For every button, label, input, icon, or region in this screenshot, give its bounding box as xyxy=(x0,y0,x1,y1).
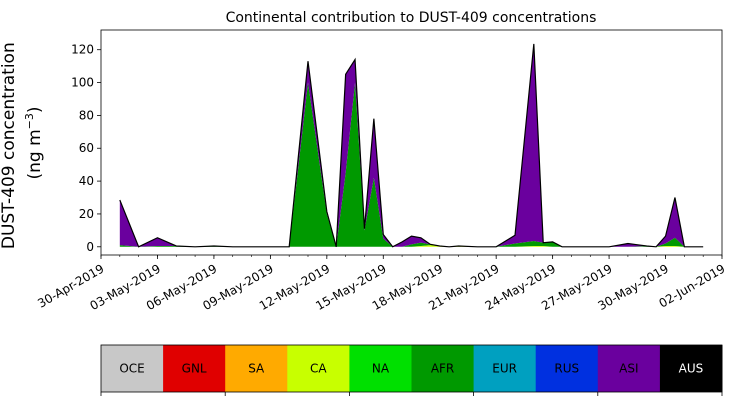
total-outline xyxy=(119,43,704,248)
y-axis-label: DUST-409 concentration (ng m−3) xyxy=(0,37,45,249)
legend-label: OCE xyxy=(119,362,144,376)
y-tick-label: 120 xyxy=(71,43,94,57)
chart-title: Continental contribution to DUST-409 con… xyxy=(226,10,597,26)
legend-swatch-na xyxy=(349,345,412,392)
legend-swatch-afr xyxy=(411,345,475,392)
y-axis-label-close: ) xyxy=(25,106,45,113)
y-axis-label-line2: (ng m xyxy=(25,129,45,179)
legend-frame xyxy=(100,344,723,393)
legend-swatch-ca xyxy=(287,345,350,392)
y-axis: 0 20 40 60 80 100 120 xyxy=(71,43,101,254)
legend-label: GNL xyxy=(182,362,207,376)
y-axis-label-line1: DUST-409 concentration xyxy=(0,42,19,249)
legend: OCE GNL SA CA NA AFR EUR RUS ASI AUS xyxy=(100,344,723,396)
legend-swatch-aus xyxy=(659,345,723,392)
y-tick-label: 0 xyxy=(86,240,94,254)
legend-label: EUR xyxy=(492,362,517,376)
legend-label: SA xyxy=(248,362,265,376)
legend-swatch-gnl xyxy=(163,345,226,392)
legend-label: ASI xyxy=(619,362,638,376)
legend-label: NA xyxy=(372,362,390,376)
legend-swatch-eur xyxy=(473,345,537,392)
legend-label: AFR xyxy=(431,362,454,376)
y-tick-label: 20 xyxy=(79,207,94,221)
legend-swatch-sa xyxy=(225,345,288,392)
legend-label: CA xyxy=(310,362,327,376)
legend-label: RUS xyxy=(554,362,579,376)
legend-swatch-asi xyxy=(597,345,661,392)
y-axis-label-unit-sup: −3 xyxy=(23,113,36,129)
plot-frame xyxy=(100,29,723,256)
y-tick-label: 40 xyxy=(79,174,94,188)
y-tick-label: 60 xyxy=(79,141,94,155)
legend-label: AUS xyxy=(679,362,704,376)
y-tick-label: 80 xyxy=(79,108,94,122)
y-tick-label: 100 xyxy=(71,76,94,90)
legend-swatch-rus xyxy=(535,345,599,392)
legend-swatch-oce xyxy=(101,345,164,392)
